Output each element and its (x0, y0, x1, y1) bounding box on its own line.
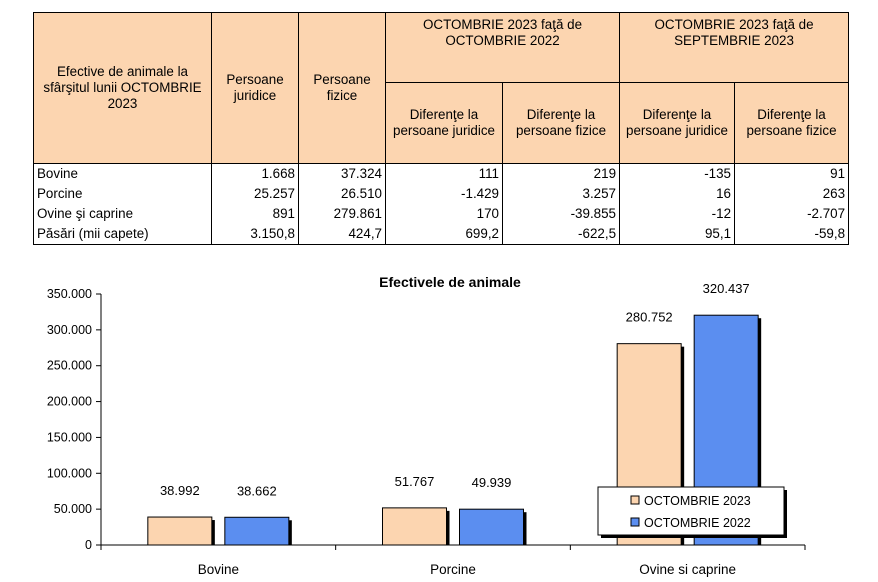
y-tick-label: 100.000 (47, 466, 92, 480)
header-natural-persons: Persoane fizice (298, 12, 386, 164)
data-label: 280.752 (626, 310, 673, 325)
table-row: Bovine 1.668 37.324 111 219 -135 91 (33, 163, 850, 184)
cell-diff-legal-mom: 16 (619, 184, 736, 204)
cell-natural: 26.510 (298, 184, 386, 204)
table-row: Ovine şi caprine 891 279.861 170 -39.855… (33, 204, 850, 224)
x-tick-label: Bovine (198, 562, 239, 577)
header-group-month-on-month: OCTOMBRIE 2023 faţă de SEPTEMBRIE 2023 (619, 12, 850, 83)
cell-diff-legal-mom: -135 (619, 163, 736, 184)
cell-diff-natural-mom: -2.707 (734, 204, 850, 224)
y-tick-label: 150.000 (47, 430, 92, 444)
cell-diff-natural-yoy: -39.855 (501, 204, 621, 224)
row-label: Bovine (33, 163, 212, 184)
data-label: 38.992 (160, 483, 200, 498)
row-label: Păsări (mii capete) (33, 224, 212, 245)
header-diff-natural-mom: Diferenţe la persoane fizice (734, 82, 850, 164)
cell-diff-legal-mom: -12 (619, 204, 736, 224)
legend-label: OCTOMBRIE 2023 (644, 494, 751, 508)
livestock-table: Efective de animale la sfârşitul lunii O… (33, 12, 850, 245)
cell-legal: 891 (211, 204, 299, 224)
data-label: 51.767 (395, 474, 435, 489)
header-livestock-category: Efective de animale la sfârşitul lunii O… (33, 12, 212, 164)
cell-diff-legal-yoy: -1.429 (385, 184, 503, 204)
table-row: Păsări (mii capete) 3.150,8 424,7 699,2 … (33, 224, 850, 245)
chart-plot-area: 0 50.000 100.000 150.000 200.000 250.000 300.0… (47, 281, 806, 577)
table-row: Porcine 25.257 26.510 -1.429 3.257 16 26… (33, 184, 850, 204)
bar (147, 516, 213, 546)
cell-legal: 3.150,8 (211, 224, 299, 245)
cell-diff-legal-yoy: 111 (385, 163, 503, 184)
y-tick-label: 0 (85, 538, 92, 552)
x-tick-label: Porcine (430, 562, 476, 577)
cell-diff-natural-yoy: 219 (501, 163, 621, 184)
bar (382, 507, 447, 546)
legend-swatch (630, 517, 640, 527)
bar (459, 508, 524, 546)
cell-natural: 37.324 (298, 163, 386, 184)
data-label: 320.437 (703, 281, 750, 296)
cell-diff-legal-yoy: 699,2 (385, 224, 503, 245)
cell-diff-legal-yoy: 170 (385, 204, 503, 224)
legend-swatch (630, 495, 640, 505)
y-tick-label: 350.000 (47, 287, 92, 301)
livestock-bar-chart: Efectivele de animale 0 50.000 100.000 150.… (47, 274, 806, 577)
header-diff-legal-mom: Diferenţe la persoane juridice (619, 82, 736, 164)
chart-title: Efectivele de animale (379, 274, 521, 290)
cell-legal: 25.257 (211, 184, 299, 204)
y-tick-label: 250.000 (47, 359, 92, 373)
cell-diff-natural-yoy: -622,5 (501, 224, 621, 245)
x-tick-label: Ovine si caprine (639, 562, 736, 577)
y-tick-label: 50.000 (54, 502, 92, 516)
cell-diff-natural-mom: 263 (734, 184, 850, 204)
header-diff-natural-yoy: Diferenţe la persoane fizice (501, 82, 621, 164)
cell-diff-natural-mom: 91 (734, 163, 850, 184)
y-tick-label: 200.000 (47, 395, 92, 409)
cell-natural: 279.861 (298, 204, 386, 224)
data-label: 38.662 (237, 483, 277, 498)
y-tick-label: 300.000 (47, 323, 92, 337)
row-label: Porcine (33, 184, 212, 204)
header-legal-persons: Persoane juridice (211, 12, 299, 164)
cell-diff-natural-mom: -59,8 (734, 224, 850, 245)
cell-natural: 424,7 (298, 224, 386, 245)
bar (224, 516, 290, 546)
cell-legal: 1.668 (211, 163, 299, 184)
header-diff-legal-yoy: Diferenţe la persoane juridice (385, 82, 503, 164)
legend-box (597, 486, 785, 536)
row-label: Ovine şi caprine (33, 204, 212, 224)
cell-diff-natural-yoy: 3.257 (501, 184, 621, 204)
data-label: 49.939 (472, 475, 512, 490)
header-group-year-on-year: OCTOMBRIE 2023 faţă de OCTOMBRIE 2022 (384, 12, 621, 83)
cell-diff-legal-mom: 95,1 (619, 224, 736, 245)
legend-label: OCTOMBRIE 2022 (644, 516, 751, 530)
